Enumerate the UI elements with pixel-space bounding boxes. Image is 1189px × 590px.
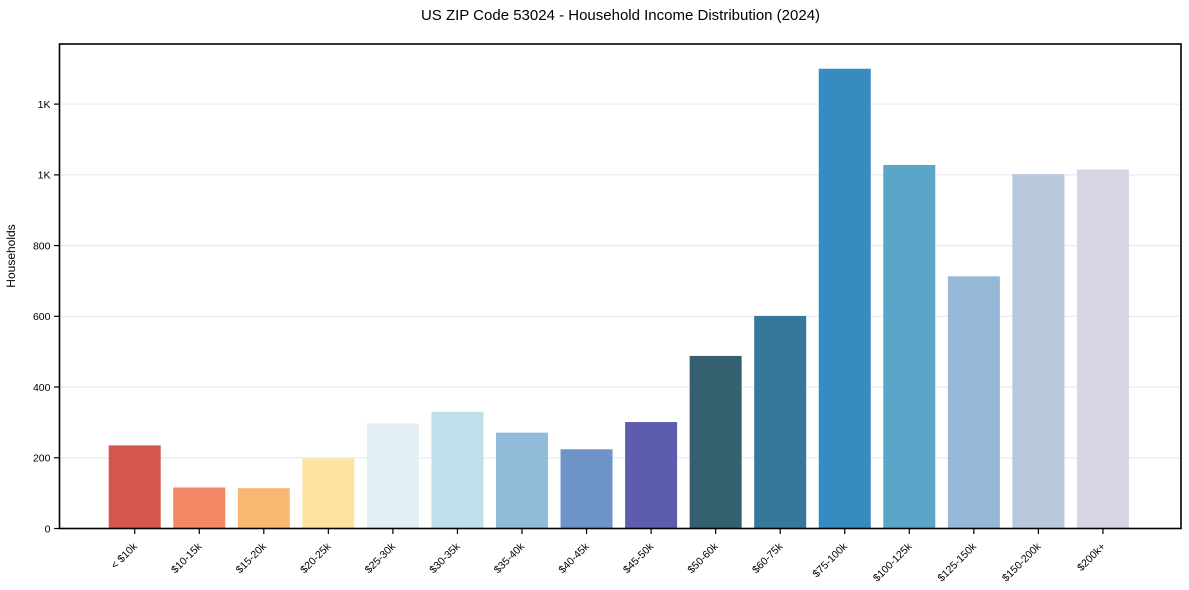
x-tick-label: $20-25k: [298, 540, 334, 576]
bar: [173, 487, 226, 529]
x-tick-label: $40-45k: [556, 540, 592, 576]
axis-layer: [54, 43, 1182, 534]
x-tick-label: $25-30k: [363, 540, 399, 576]
bar: [754, 315, 807, 529]
bar: [625, 422, 678, 529]
bar-layer: [108, 68, 1129, 529]
y-tick-label: 200: [33, 453, 51, 465]
x-tick-label: $45-50k: [621, 540, 657, 576]
bar: [366, 423, 419, 529]
bar: [1076, 169, 1129, 529]
x-tick-label: $30-35k: [427, 540, 463, 576]
bar: [496, 432, 548, 529]
y-tick-label: 600: [33, 311, 51, 323]
bar: [560, 449, 613, 529]
y-tick-label: 0: [45, 523, 51, 535]
y-tick-label: 1K: [38, 99, 51, 111]
x-tick-label: $75-100k: [810, 540, 850, 580]
x-tick-label: $100-125k: [871, 540, 915, 584]
x-tick-label: $60-75k: [750, 540, 786, 576]
plot-frame: [58, 43, 1182, 530]
bar: [818, 68, 871, 529]
x-tick-label: $15-20k: [234, 540, 270, 576]
bar: [1012, 174, 1065, 529]
bar: [108, 445, 161, 529]
x-tick-label: $200k+: [1075, 541, 1108, 574]
y-tick-label: 400: [33, 382, 51, 394]
x-tick-label: $50-60k: [685, 540, 721, 576]
x-tick-label: $10-15k: [169, 540, 205, 576]
bar: [689, 355, 742, 529]
y-tick-label: 1K: [38, 170, 51, 182]
x-tick-label: $35-40k: [492, 540, 528, 576]
bar: [302, 458, 355, 529]
bar: [237, 488, 290, 529]
x-tick-label: $150-200k: [1000, 540, 1044, 584]
chart-title: US ZIP Code 53024 - Household Income Dis…: [420, 7, 821, 24]
bar: [947, 276, 1000, 529]
x-tick-label: $125-150k: [935, 540, 979, 584]
y-tick-label: 800: [33, 240, 51, 252]
x-tick-label: < $10k: [109, 540, 141, 572]
y-axis-label: Households: [4, 224, 18, 288]
bar: [883, 164, 936, 529]
bar: [431, 411, 484, 529]
